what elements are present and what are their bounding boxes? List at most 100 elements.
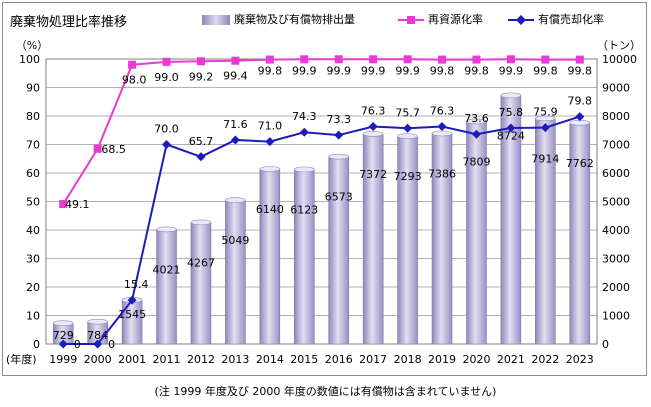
bar [362,133,384,345]
line-value-label: 49.1 [65,198,90,211]
line-value-label: 0 [108,338,115,351]
y-left-tick-label: 20 [26,281,40,294]
y-right-tick-label: 3000 [602,253,630,266]
bar-value-label: 7762 [566,157,594,170]
y-right-tick-label: 8000 [602,110,630,123]
y-left-tick-label: 0 [33,338,40,351]
line-point-marker [196,57,205,66]
bar-cap [87,318,108,325]
line-value-label: 71.0 [258,120,283,133]
line-point-marker [368,122,378,132]
line-point-marker [403,55,412,64]
line-point-marker [128,60,137,69]
line-value-label: 73.3 [326,113,351,126]
series-line [63,115,581,345]
line-point-marker [231,56,240,65]
line-point-marker [265,137,275,147]
bar [225,199,246,345]
chart-note: (注 1999 年度及び 2000 年度の数値には有償物は含まれていません) [154,385,497,398]
y-left-tick-label: 70 [26,139,40,152]
line-value-label: 99.8 [464,65,489,78]
line-value-label: 99.8 [430,65,455,78]
chart-title: 廃棄物処理比率推移 [10,15,128,30]
x-tick-label: 2000 [84,353,112,366]
y-right-tick-label: 6000 [602,167,630,180]
y-right-tick-label: 0 [602,338,609,351]
line-value-label: 99.8 [533,65,558,78]
y-right-tick-label: 5000 [602,196,630,209]
line-point-marker [438,55,447,64]
bar-value-label: 7386 [428,167,456,180]
x-tick-label: 2022 [531,353,559,366]
bar [156,229,177,345]
x-tick-label: 2017 [359,353,387,366]
x-tick-label: 2013 [221,353,249,366]
y-left-tick-label: 10 [26,310,40,323]
line-value-label: 99.9 [499,64,524,77]
line-value-label: 71.6 [223,118,248,131]
bar-cap [328,153,350,160]
x-tick-label: 2015 [290,353,318,366]
chart-plot: 0102030405060708090100010002000300040005… [6,39,641,366]
y-right-tick-label: 10000 [602,53,637,66]
line-value-label: 68.5 [101,143,126,156]
x-tick-label: 2018 [394,353,422,366]
line-point-marker [471,129,481,139]
line-value-label: 76.3 [430,105,455,118]
bar [397,135,418,345]
x-tick-label: 2011 [153,353,181,366]
line-point-marker [437,122,447,132]
line-point-marker [369,55,378,64]
bar-value-label: 6140 [256,203,284,216]
bar-value-label: 4267 [187,256,215,269]
line-value-label: 79.8 [568,95,593,108]
line-point-marker [540,123,550,133]
bar-value-label: 7914 [531,152,559,165]
y-left-tick-label: 30 [26,253,40,266]
legend-swatch-bar [202,15,230,25]
x-tick-label: 2016 [325,353,353,366]
line-value-label: 73.6 [464,112,489,125]
x-tick-label: 2021 [497,353,525,366]
bar-value-label: 4021 [153,263,181,276]
bar-cap [362,131,384,137]
x-tick-label: 2020 [462,353,490,366]
bar-cap [259,166,281,172]
line-value-label: 99.9 [326,64,351,77]
x-tick-label: 2014 [256,353,284,366]
y-right-unit: （トン） [597,39,641,52]
bar [328,156,350,345]
line-value-label: 99.9 [361,64,386,77]
line-point-marker [334,130,344,140]
legend-swatch-sale [508,15,534,25]
bar-cap [225,197,246,203]
legend-label-sale: 有償売却化率 [538,13,604,26]
bar [121,299,143,345]
line-value-label: 75.8 [499,106,524,119]
bar [190,222,212,345]
bar-value-label: 1545 [118,308,146,321]
y-left-tick-label: 100 [19,53,40,66]
bar-value-label: 729 [53,329,74,342]
bar-value-label: 8724 [497,129,525,142]
bar [293,169,315,345]
line-point-marker [575,55,584,64]
line-point-marker [93,339,103,349]
x-tick-label: 2001 [118,353,146,366]
line-point-marker [162,140,172,149]
line-point-marker [506,123,516,133]
bar [431,133,453,345]
line-point-marker [127,295,137,305]
line-point-marker [541,55,550,64]
bar-cap [397,133,418,139]
bar-value-label: 7293 [394,170,422,183]
line-value-label: 98.0 [122,74,147,87]
legend-label-recycling: 再資源化率 [428,13,483,26]
bar-value-label: 7809 [462,155,490,168]
line-value-label: 99.2 [189,70,214,83]
y-left-tick-label: 50 [26,196,40,209]
line-point-marker [162,57,171,66]
line-value-label: 99.4 [223,70,248,83]
line-value-label: 74.3 [292,110,317,123]
bar-cap [293,166,315,173]
